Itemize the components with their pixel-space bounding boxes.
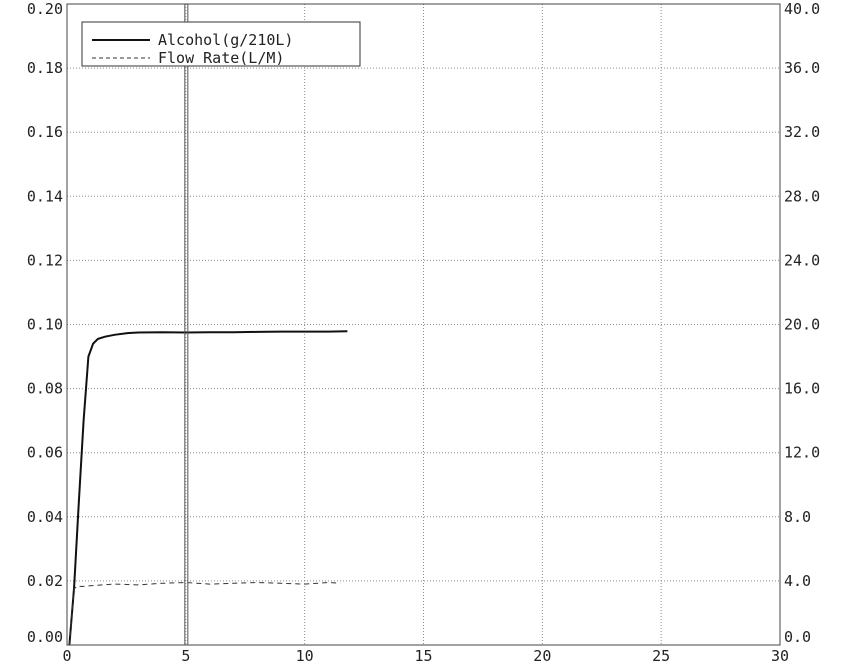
y2-tick-label: 8.0: [784, 508, 811, 526]
legend: Alcohol(g/210L) Flow Rate(L/M): [81, 21, 361, 67]
y2-tick-label: 24.0: [784, 251, 820, 269]
x-tick-label: 10: [296, 647, 314, 665]
y2-tick-label: 4.0: [784, 572, 811, 590]
x-tick-label: 20: [533, 647, 551, 665]
y-tick-label: 0.00: [27, 628, 63, 646]
x-tick-label: 25: [652, 647, 670, 665]
axes: [66, 3, 781, 646]
y-tick-label: 0.06: [27, 444, 63, 462]
y2-tick-label: 36.0: [784, 59, 820, 77]
y-tick-label: 0.08: [27, 380, 63, 398]
series-line-flow-rate: [68, 581, 341, 646]
legend-label-flow: Flow Rate(L/M): [158, 49, 284, 67]
y-tick-label: 0.14: [27, 187, 63, 205]
x-tick-label: 30: [771, 647, 789, 665]
y2-tick-label: 40.0: [784, 0, 820, 18]
y-tick-label: 0.02: [27, 572, 63, 590]
x-tick-label: 5: [181, 647, 190, 665]
y-tick-label: 0.12: [27, 251, 63, 269]
y2-tick-label: 12.0: [784, 444, 820, 462]
y-tick-label: 0.18: [27, 59, 63, 77]
y2-tick-label: 16.0: [784, 380, 820, 398]
y2-tick-label: 32.0: [784, 123, 820, 141]
y2-tick-label: 28.0: [784, 187, 820, 205]
y-tick-label: 0.16: [27, 123, 63, 141]
plot-frame: [66, 3, 781, 646]
x-tick-label: 0: [62, 647, 71, 665]
y-tick-label: 0.10: [27, 316, 63, 334]
y-tick-label: 0.20: [27, 0, 63, 18]
legend-box: [81, 21, 361, 67]
x-tick-label: 15: [414, 647, 432, 665]
legend-label-alcohol: Alcohol(g/210L): [158, 31, 293, 49]
series-layer: [68, 330, 348, 646]
y2-tick-label: 20.0: [784, 316, 820, 334]
y2-tick-label: 0.0: [784, 628, 811, 646]
series-line-alcohol: [68, 330, 348, 646]
y-tick-label: 0.04: [27, 508, 63, 526]
grid: [67, 4, 780, 645]
tick-labels: 0 5 10 15 20 25 30 0.00 0.0 0.02 4.0 0.04 8.0 0.06 12.…: [27, 0, 820, 665]
